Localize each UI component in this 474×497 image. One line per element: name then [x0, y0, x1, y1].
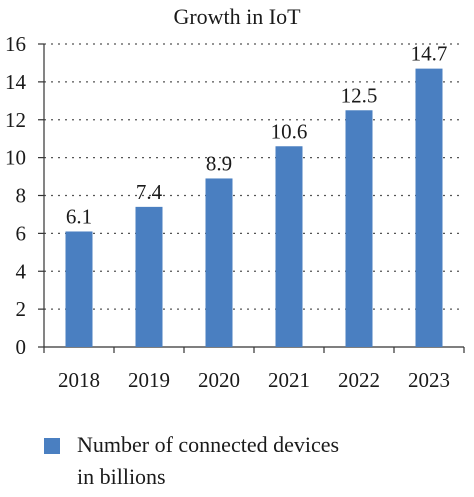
legend-label-line-1: Number of connected devices — [77, 432, 339, 457]
y-tick-label: 4 — [16, 259, 27, 283]
y-tick-label: 14 — [5, 70, 27, 94]
bar — [345, 110, 373, 347]
bars — [65, 68, 443, 348]
y-tick-label: 10 — [5, 146, 26, 170]
x-axis-ticks: 2018 2019 2020 2021 2022 2023 — [43, 347, 465, 392]
legend-label-line-2: in billions — [77, 464, 166, 489]
x-tick-label: 2021 — [268, 368, 310, 392]
data-label: 6.1 — [66, 204, 92, 228]
y-tick-label: 12 — [5, 108, 26, 132]
bar — [135, 206, 163, 347]
y-tick-label: 0 — [16, 335, 27, 359]
y-tick-label: 6 — [16, 221, 27, 245]
x-tick-label: 2019 — [128, 368, 170, 392]
legend: Number of connected devices in billions — [44, 432, 339, 489]
data-labels: 6.1 7.4 8.9 10.6 12.5 14.7 — [66, 42, 448, 229]
bar — [205, 178, 233, 347]
data-label: 8.9 — [206, 151, 232, 175]
legend-swatch — [44, 438, 60, 454]
data-label: 14.7 — [411, 42, 448, 66]
x-tick-label: 2020 — [198, 368, 240, 392]
y-tick-label: 2 — [16, 297, 27, 321]
y-axis-ticks: 0 2 4 6 8 10 12 14 16 — [5, 32, 44, 359]
chart-title: Growth in IoT — [173, 4, 301, 29]
data-label: 7.4 — [136, 180, 163, 204]
x-tick-label: 2022 — [338, 368, 380, 392]
x-tick-label: 2018 — [58, 368, 100, 392]
data-label: 12.5 — [341, 83, 378, 107]
data-label: 10.6 — [271, 119, 308, 143]
y-tick-label: 16 — [5, 32, 26, 56]
x-tick-label: 2023 — [408, 368, 450, 392]
y-tick-label: 8 — [16, 184, 27, 208]
bar — [275, 146, 303, 347]
bar — [415, 68, 443, 348]
bar — [65, 231, 93, 347]
gridlines — [44, 43, 464, 310]
